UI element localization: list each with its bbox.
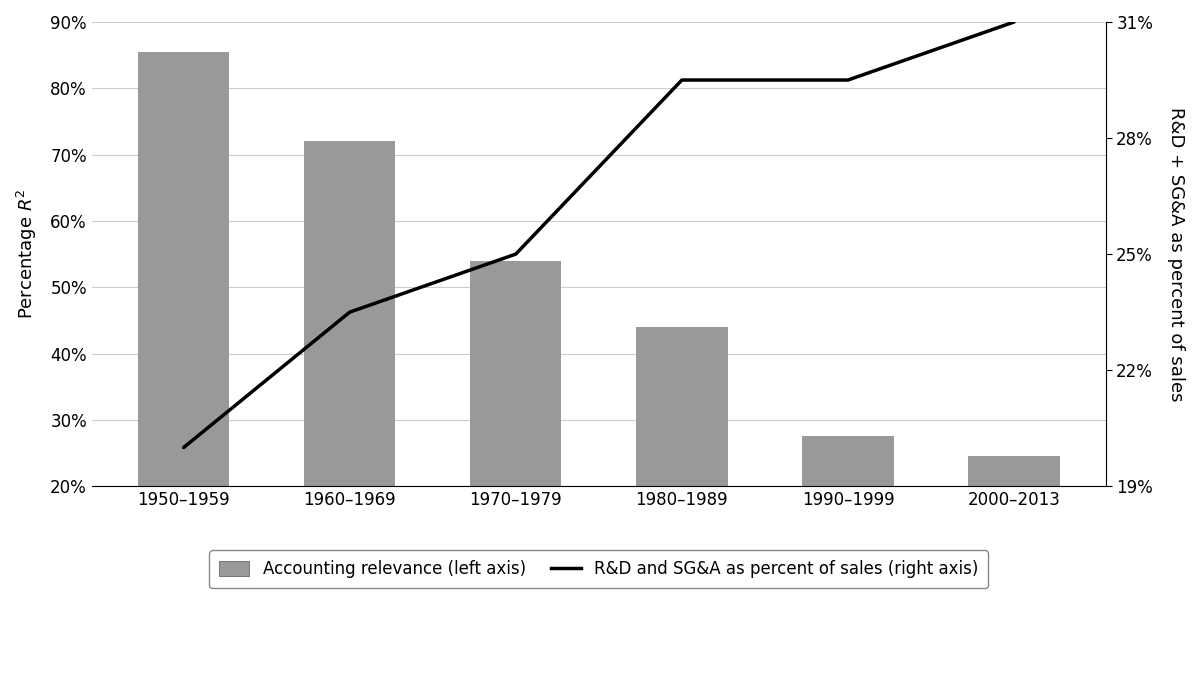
Bar xyxy=(470,261,562,619)
Bar xyxy=(304,142,395,619)
Bar xyxy=(636,327,727,619)
Bar xyxy=(138,52,229,619)
Legend: Accounting relevance (left axis), R&D and SG&A as percent of sales (right axis): Accounting relevance (left axis), R&D an… xyxy=(209,551,989,589)
Y-axis label: R&D + SG&A as percent of sales: R&D + SG&A as percent of sales xyxy=(1166,107,1186,401)
Bar xyxy=(803,437,894,619)
Bar xyxy=(968,456,1060,619)
Y-axis label: Percentage $R^2$: Percentage $R^2$ xyxy=(16,189,40,319)
